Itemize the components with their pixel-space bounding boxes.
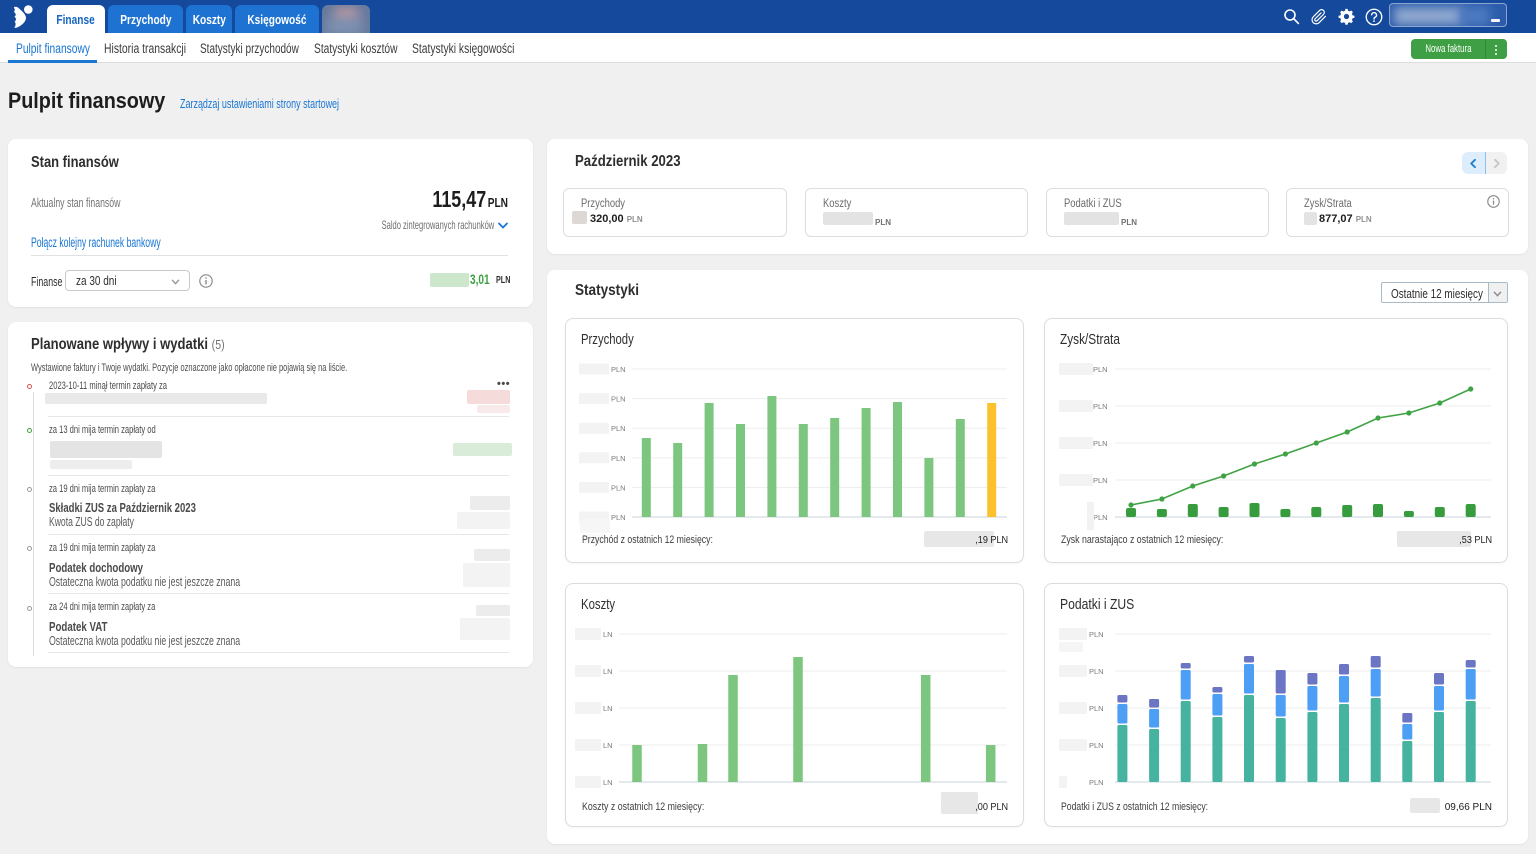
svg-text:PLN: PLN (1093, 402, 1108, 411)
svg-text:PLN: PLN (1089, 778, 1104, 787)
svg-text:PLN: PLN (1093, 439, 1108, 448)
svg-text:PLN: PLN (611, 365, 626, 374)
svg-text:LN: LN (603, 704, 613, 713)
svg-text:PLN: PLN (1093, 513, 1108, 522)
svg-text:PLN: PLN (1089, 704, 1104, 713)
svg-text:LN: LN (603, 630, 613, 639)
svg-text:PLN: PLN (1093, 365, 1108, 374)
svg-text:PLN: PLN (1089, 630, 1104, 639)
svg-text:LN: LN (603, 667, 613, 676)
svg-text:PLN: PLN (611, 513, 626, 522)
svg-text:PLN: PLN (1089, 667, 1104, 676)
svg-text:LN: LN (603, 778, 613, 787)
svg-text:PLN: PLN (611, 395, 626, 404)
svg-text:LN: LN (603, 741, 613, 750)
svg-text:PLN: PLN (611, 483, 626, 492)
svg-text:PLN: PLN (1089, 741, 1104, 750)
svg-text:PLN: PLN (611, 424, 626, 433)
svg-text:PLN: PLN (611, 454, 626, 463)
svg-text:PLN: PLN (1093, 476, 1108, 485)
